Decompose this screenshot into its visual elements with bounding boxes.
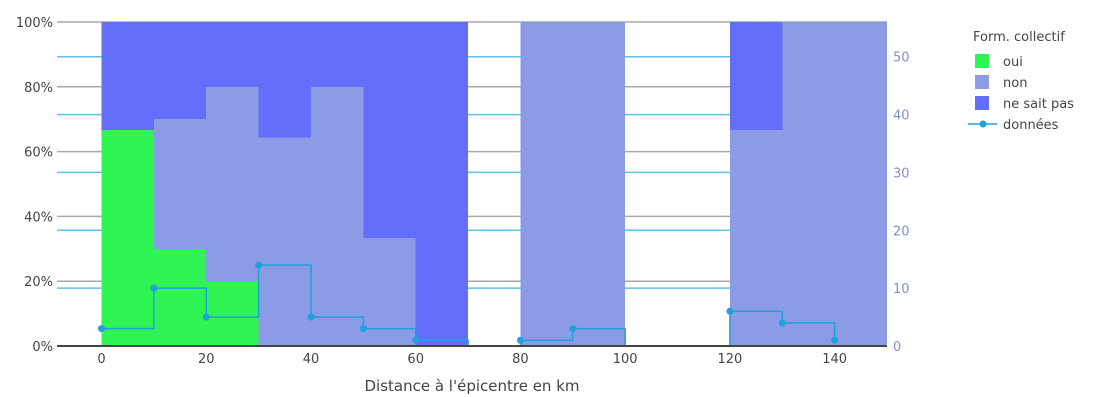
bar-ne-sait-pas <box>363 22 416 239</box>
legend-swatch <box>975 75 989 89</box>
x-axis-ticks: 0 20 40 60 80 100 120 140 <box>97 352 847 367</box>
legend-item-label: ne sait pas <box>1003 97 1074 112</box>
bar-ne-sait-pas <box>101 22 154 130</box>
legend-title: Form. collectif <box>973 30 1065 45</box>
bar-non <box>729 129 783 346</box>
bar-ne-sait-pas <box>206 22 259 87</box>
y-left-tick-label: 0% <box>32 340 53 355</box>
bar-ne-sait-pas <box>310 22 364 87</box>
x-tick-label: 20 <box>198 352 215 367</box>
donnees-point <box>255 261 263 269</box>
x-tick-label: 100 <box>613 352 638 367</box>
bar-ne-sait-pas <box>729 22 783 130</box>
bar-ne-sait-pas <box>153 22 207 120</box>
legend-line-marker <box>979 120 987 128</box>
donnees-point <box>359 325 367 333</box>
bars <box>101 22 887 347</box>
bar-non <box>834 22 887 346</box>
x-tick-label: 140 <box>822 352 847 367</box>
x-tick-label: 0 <box>97 352 105 367</box>
bar-non <box>310 86 364 347</box>
x-tick-label: 120 <box>717 352 742 367</box>
bar-non <box>258 137 311 346</box>
y-left-tick-label: 60% <box>24 146 53 161</box>
donnees-point <box>307 313 315 321</box>
y-right-tick-label: 20 <box>893 224 910 239</box>
bar-non <box>782 22 835 346</box>
y-right-tick-label: 10 <box>893 282 910 297</box>
x-tick-label: 40 <box>303 352 320 367</box>
data-line <box>98 261 839 347</box>
bar-oui <box>206 281 259 346</box>
legend-swatch <box>975 96 989 110</box>
x-tick-label: 80 <box>512 352 529 367</box>
donnees-point <box>831 336 839 344</box>
bar-ne-sait-pas <box>415 22 469 346</box>
y-left-tick-label: 100% <box>16 16 53 31</box>
bar-non <box>153 119 207 249</box>
y-right-tick-label: 40 <box>893 109 910 124</box>
donnees-point <box>726 307 734 315</box>
legend-swatch <box>975 54 989 68</box>
donnees-point <box>516 336 524 344</box>
donnees-point <box>569 325 577 333</box>
bar-non <box>520 22 573 346</box>
y-right-tick-label: 50 <box>893 51 910 66</box>
y-axis-left-ticks: 0% 20% 40% 60% 80% 100% <box>16 16 53 355</box>
y-right-tick-label: 0 <box>893 340 901 355</box>
bar-oui <box>153 248 207 346</box>
y-left-tick-label: 40% <box>24 210 53 225</box>
donnees-line <box>101 264 836 347</box>
donnees-point <box>412 336 420 344</box>
donnees-point <box>98 325 106 333</box>
bar-non <box>206 86 259 282</box>
donnees-point <box>778 319 786 327</box>
legend-item-label: données <box>1003 118 1059 133</box>
bar-non <box>363 238 416 346</box>
x-tick-label: 60 <box>407 352 424 367</box>
legend-item-label: non <box>1003 76 1027 91</box>
bar-ne-sait-pas <box>258 22 311 138</box>
y-axis-right-ticks: 0 10 20 30 40 50 <box>893 51 910 355</box>
donnees-point <box>150 284 158 292</box>
x-axis-title: Distance à l'épicentre en km <box>364 377 579 395</box>
donnees-point <box>202 313 210 321</box>
y-left-tick-label: 20% <box>24 275 53 290</box>
y-right-tick-label: 30 <box>893 166 910 181</box>
legend-item-label: oui <box>1003 55 1023 70</box>
bar-oui <box>101 129 154 346</box>
legend: Form. collectif oui non ne sait pas données <box>968 30 1074 133</box>
bar-non <box>572 22 626 346</box>
y-left-tick-label: 80% <box>24 81 53 96</box>
